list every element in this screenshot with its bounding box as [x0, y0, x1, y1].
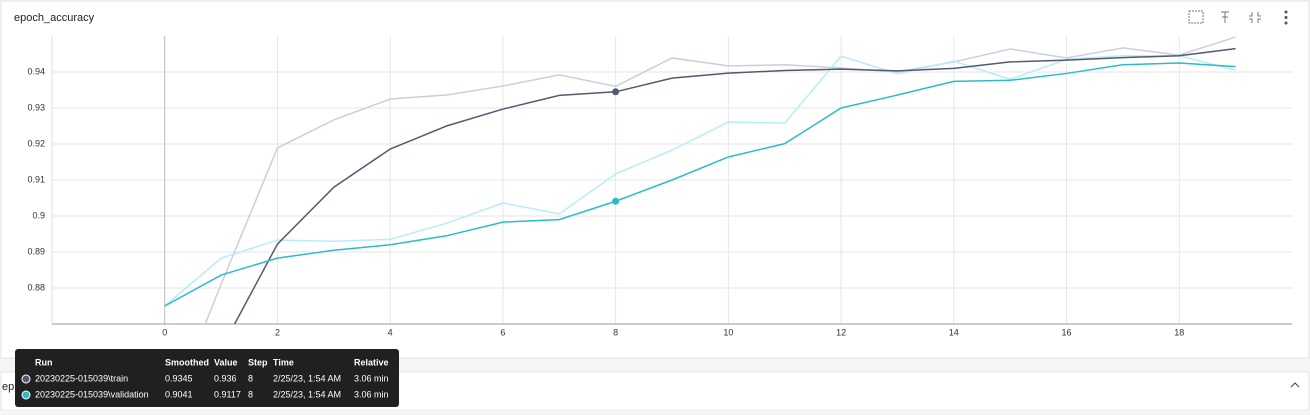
tooltip-smoothed: 0.9345	[165, 373, 193, 383]
y-tick-label: 0.88	[27, 282, 45, 292]
smoothed-line	[164, 62, 1236, 307]
tooltip-time: 2/25/23, 1:54 AM	[273, 373, 341, 383]
tooltip-value: 0.936	[214, 373, 237, 383]
tooltip-relative: 3.06 min	[354, 373, 389, 383]
x-tick-label: 14	[949, 327, 959, 337]
run-swatch	[21, 390, 31, 400]
tooltip-value: 0.9117	[214, 389, 241, 399]
x-tick-label: 2	[275, 327, 280, 337]
x-tick-label: 10	[723, 327, 733, 337]
pin-button[interactable]	[1221, 11, 1229, 23]
x-tick-label: 4	[388, 327, 393, 337]
x-tick-label: 16	[1062, 327, 1072, 337]
raw-line	[204, 36, 1236, 324]
tooltip-header: Time	[273, 357, 294, 367]
tooltip-step: 8	[248, 389, 253, 399]
tooltip-header: Smoothed	[165, 357, 209, 367]
y-tick-label: 0.91	[27, 174, 45, 184]
tooltip-header: Relative	[354, 357, 389, 367]
plot: 0.88 0.89 0.9 0.91 0.92 0.93 0.94 0 2 4 6 8 10 12 14 16…	[27, 36, 1292, 337]
y-tick-label: 0.94	[27, 66, 45, 76]
smoothed-line	[233, 47, 1236, 324]
x-tick-label: 6	[500, 327, 505, 337]
x-tick-label: 8	[613, 327, 618, 337]
y-tick-label: 0.89	[27, 246, 45, 256]
fullscreen-button[interactable]	[1188, 10, 1204, 24]
menu-button[interactable]	[1284, 10, 1288, 25]
tooltip-header: Run	[35, 357, 53, 367]
series-layer	[164, 36, 1236, 324]
tooltip: Run Smoothed Value Step Time Relative 20230225…	[15, 349, 399, 407]
x-tick-label: 18	[1174, 327, 1184, 337]
tooltip-box	[15, 349, 399, 407]
tooltip-relative: 3.06 min	[354, 389, 389, 399]
x-tick-label: 12	[836, 327, 846, 337]
next-card-title: ep	[2, 381, 14, 393]
y-tick-label: 0.9	[32, 210, 45, 220]
fit-button[interactable]	[1249, 12, 1261, 23]
tooltip-time: 2/25/23, 1:54 AM	[273, 389, 341, 399]
tooltip-header: Step	[248, 357, 268, 367]
expand-button[interactable]	[1290, 382, 1300, 388]
run-swatch	[21, 374, 31, 384]
y-tick-label: 0.92	[27, 138, 45, 148]
highlight-point	[612, 88, 620, 96]
highlight-point	[612, 197, 620, 205]
tooltip-header: Value	[214, 357, 238, 367]
tooltip-smoothed: 0.9041	[165, 389, 193, 399]
card-title: epoch_accuracy	[14, 12, 95, 24]
x-tick-label: 0	[162, 327, 167, 337]
y-tick-label: 0.93	[27, 102, 45, 112]
toolbar	[1188, 10, 1288, 25]
tooltip-run: 20230225-015039\train	[35, 373, 128, 383]
raw-line	[164, 55, 1236, 307]
tooltip-step: 8	[248, 373, 253, 383]
tooltip-run: 20230225-015039\validation	[35, 389, 149, 399]
